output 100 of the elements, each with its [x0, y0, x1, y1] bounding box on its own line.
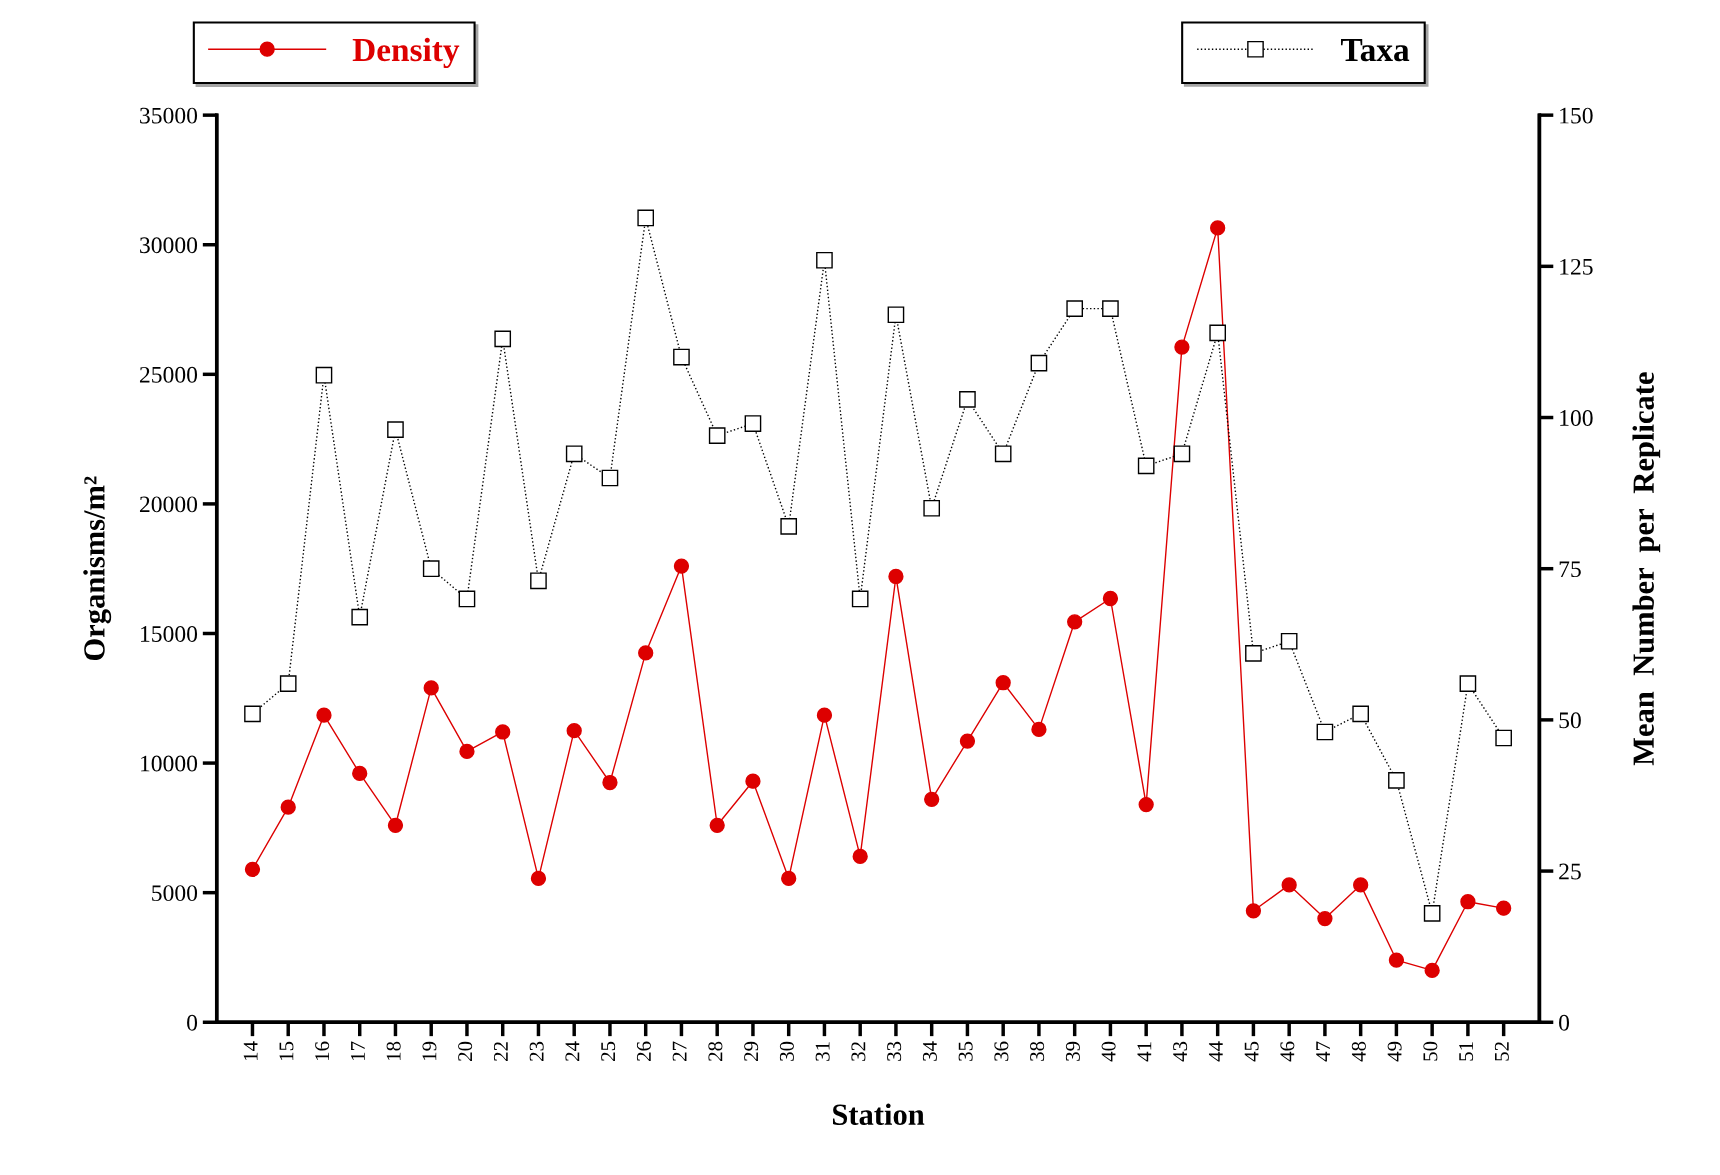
y2-tick-label: 0	[1559, 1014, 1570, 1031]
point	[1460, 894, 1476, 910]
point	[1353, 877, 1369, 893]
point	[459, 743, 475, 760]
point	[1173, 445, 1191, 463]
x-tick-label: 52	[1494, 1042, 1509, 1061]
point	[816, 251, 833, 269]
y-tick-label: 30000	[140, 237, 198, 254]
x-tick-label: 35	[958, 1041, 973, 1061]
point	[280, 799, 296, 815]
point	[851, 590, 869, 608]
point	[1174, 339, 1190, 355]
point	[495, 724, 511, 740]
x-tick-label: 47	[1316, 1041, 1330, 1062]
y-tick-label: 15000	[141, 625, 198, 642]
point	[565, 445, 583, 463]
point	[637, 209, 655, 227]
point	[959, 733, 976, 749]
x-tick-label: 14	[243, 1041, 258, 1060]
point	[709, 817, 725, 833]
x-tick-label: 24	[565, 1041, 580, 1061]
y2-tick-label: 125	[1560, 258, 1593, 275]
point	[1423, 905, 1441, 922]
x-tick-label: 27	[672, 1041, 687, 1061]
point	[1388, 772, 1405, 789]
point	[1102, 300, 1119, 317]
point	[1424, 962, 1440, 979]
x-tick-label: 23	[529, 1041, 544, 1061]
point	[387, 421, 404, 438]
legend-label: Density	[352, 37, 460, 69]
x-axis-title: Station	[833, 1103, 925, 1125]
point	[1352, 705, 1369, 723]
y-tick-label: 5000	[152, 885, 198, 902]
point	[1066, 300, 1084, 317]
point	[1031, 721, 1047, 738]
y-tick-label: 35000	[140, 107, 198, 124]
point	[494, 330, 512, 348]
x-tick-label: 28	[708, 1041, 723, 1061]
point	[673, 348, 690, 366]
x-tick-label: 30	[779, 1041, 794, 1061]
point	[244, 861, 261, 877]
point	[1459, 675, 1477, 692]
point	[1030, 354, 1048, 372]
point	[1496, 900, 1512, 916]
point	[352, 765, 368, 782]
x-tick-label: 51	[1459, 1042, 1474, 1061]
point	[315, 366, 333, 384]
x-tick-label: 31	[815, 1042, 830, 1061]
y2-axis-title: Mean Number per Replicate	[1632, 372, 1661, 766]
y-axis-title: Organisms/m²	[83, 476, 112, 661]
x-tick-label: 36	[994, 1041, 1009, 1061]
point	[601, 469, 619, 487]
point	[745, 773, 761, 789]
x-tick-label: 50	[1423, 1041, 1438, 1061]
x-tick-label: 44	[1208, 1041, 1223, 1062]
x-tick-label: 22	[493, 1042, 508, 1061]
x-tick-label: 48	[1351, 1041, 1366, 1062]
point	[708, 427, 726, 444]
point	[1495, 729, 1512, 747]
x-tick-label: 33	[887, 1041, 902, 1061]
point	[279, 675, 297, 692]
x-tick-label: 16	[315, 1041, 330, 1060]
point	[744, 415, 762, 432]
point	[387, 817, 404, 833]
x-tick-label: 26	[636, 1041, 651, 1061]
point	[423, 680, 439, 696]
x-tick-label: 19	[422, 1041, 437, 1060]
x-tick-label: 29	[744, 1041, 759, 1061]
x-tick-label: 41	[1137, 1042, 1152, 1062]
point	[1102, 590, 1119, 607]
point	[852, 848, 868, 865]
point	[780, 518, 798, 535]
point	[673, 558, 690, 574]
point	[1281, 877, 1297, 893]
x-tick-label: 46	[1280, 1041, 1295, 1062]
x-tick-label: 43	[1173, 1041, 1188, 1062]
point	[422, 560, 440, 578]
point	[566, 723, 582, 739]
point	[602, 774, 618, 791]
point	[1138, 796, 1154, 813]
point	[530, 870, 547, 887]
point	[458, 590, 476, 608]
x-tick-label: 17	[350, 1041, 365, 1060]
legend-label: Taxa	[1341, 39, 1410, 62]
x-tick-label: 40	[1101, 1041, 1116, 1062]
point	[959, 391, 976, 408]
x-tick-label: 45	[1244, 1041, 1259, 1062]
y2-tick-label: 75	[1559, 561, 1581, 578]
y-tick-label: 20000	[139, 496, 198, 513]
y-tick-label: 10000	[141, 755, 198, 772]
point	[638, 645, 654, 661]
x-tick-label: 34	[922, 1041, 937, 1061]
point	[1317, 910, 1333, 927]
y2-tick-label: 50	[1559, 712, 1581, 729]
point	[887, 306, 905, 324]
y-tick-label: 0	[187, 1014, 198, 1031]
point	[995, 675, 1011, 691]
x-tick-label: 32	[851, 1042, 866, 1061]
point	[244, 705, 261, 723]
x-tick-label: 49	[1387, 1041, 1402, 1062]
